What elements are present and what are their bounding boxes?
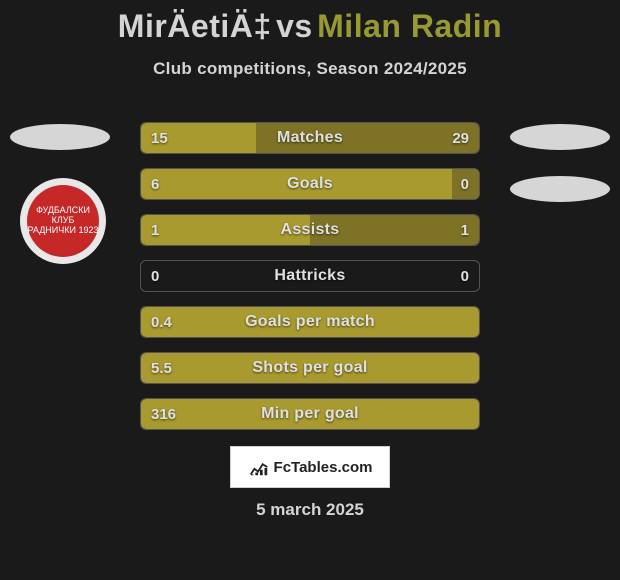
stat-value-player1: 6 <box>151 169 159 199</box>
stat-value-player1: 15 <box>151 123 168 153</box>
stats-bars-container: Matches1529Goals60Assists11Hattricks00Go… <box>140 122 480 444</box>
club-badge-text: ФУДБАЛСКИ КЛУБ РАДНИЧКИ 1923 <box>27 185 99 257</box>
stat-row: Hattricks0 0 <box>140 260 480 292</box>
player1-club-badge: ФУДБАЛСКИ КЛУБ РАДНИЧКИ 1923 <box>20 178 106 264</box>
player2-club-placeholder <box>510 176 610 202</box>
fctables-watermark: FcTables.com <box>230 446 390 488</box>
player1-photo-placeholder <box>10 124 110 150</box>
date-line: 5 march 2025 <box>0 500 620 520</box>
stat-row: Goals per match0.4 <box>140 306 480 338</box>
stat-label: Hattricks <box>141 261 479 291</box>
stat-label: Min per goal <box>141 399 479 429</box>
stat-value-player2: 0 <box>461 261 469 291</box>
subtitle: Club competitions, Season 2024/2025 <box>0 59 620 79</box>
stat-value-player2: 0 <box>461 169 469 199</box>
stat-row: Matches15 29 <box>140 122 480 154</box>
comparison-title: MirÄetiÄ‡ vs Milan Radin <box>0 0 620 45</box>
stat-value-player1: 5.5 <box>151 353 172 383</box>
stat-value-player1: 1 <box>151 215 159 245</box>
stat-label: Shots per goal <box>141 353 479 383</box>
stat-label: Matches <box>141 123 479 153</box>
stat-value-player1: 0 <box>151 261 159 291</box>
stat-label: Assists <box>141 215 479 245</box>
stat-value-player2: 29 <box>452 123 469 153</box>
stat-value-player1: 0.4 <box>151 307 172 337</box>
stat-row: Goals6 0 <box>140 168 480 200</box>
vs-word: vs <box>276 8 313 44</box>
player2-name: Milan Radin <box>317 8 502 44</box>
stat-value-player1: 316 <box>151 399 176 429</box>
player1-name: MirÄetiÄ‡ <box>118 8 272 44</box>
stat-label: Goals <box>141 169 479 199</box>
stat-label: Goals per match <box>141 307 479 337</box>
stat-row: Min per goal316 <box>140 398 480 430</box>
stat-value-player2: 1 <box>461 215 469 245</box>
stat-row: Shots per goal5.5 <box>140 352 480 384</box>
stat-row: Assists1 1 <box>140 214 480 246</box>
player2-photo-placeholder <box>510 124 610 150</box>
chart-icon <box>248 456 270 478</box>
watermark-text: FcTables.com <box>274 459 373 476</box>
